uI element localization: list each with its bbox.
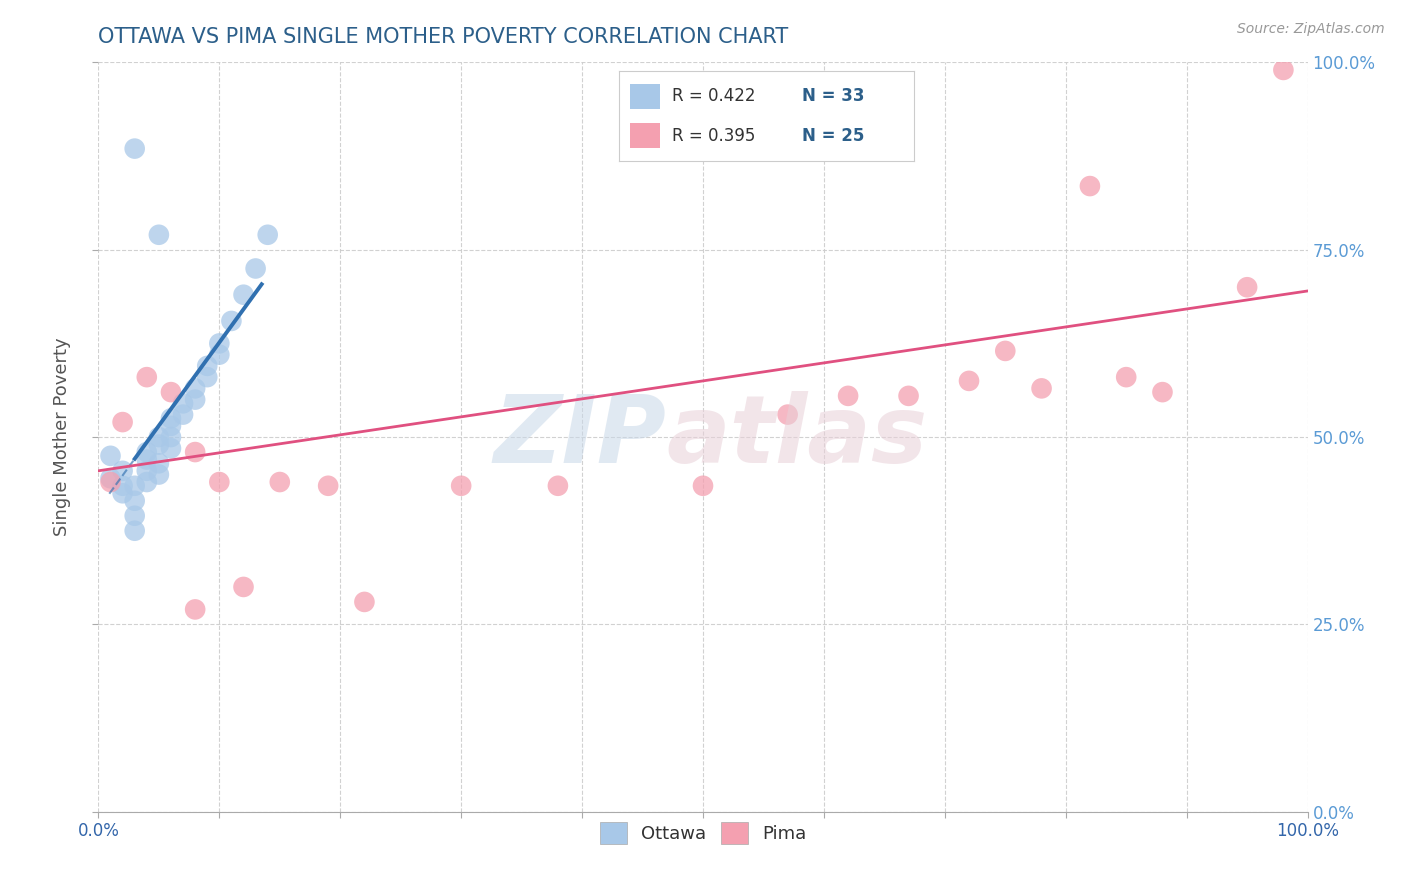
Point [111,464,134,478]
Point [184,602,207,616]
Point [172,396,194,410]
Point [837,389,859,403]
Point [135,475,157,489]
Point [316,479,339,493]
Point [957,374,980,388]
Point [160,430,183,444]
Text: Source: ZipAtlas.com: Source: ZipAtlas.com [1237,22,1385,37]
Bar [630,84,659,109]
Point [245,261,267,276]
Text: ZIP: ZIP [494,391,666,483]
Point [160,411,183,425]
Point [897,389,920,403]
Point [111,415,134,429]
Point [195,370,218,384]
Point [208,348,231,362]
Point [148,227,170,242]
Point [100,475,122,489]
Point [135,464,157,478]
Point [1078,179,1101,194]
Text: R = 0.422: R = 0.422 [672,87,755,105]
Point [148,467,170,482]
Point [111,486,134,500]
Point [1272,62,1295,77]
Point [160,442,183,456]
Point [184,381,207,395]
Point [353,595,375,609]
Point [160,418,183,433]
Point [195,359,218,373]
Legend: Ottawa, Pima: Ottawa, Pima [592,815,814,851]
Point [124,142,146,156]
Point [148,430,170,444]
Point [100,471,122,485]
Point [124,524,146,538]
Point [221,314,243,328]
Point [100,449,122,463]
Point [1031,381,1053,395]
Point [184,392,207,407]
Point [208,475,231,489]
Point [148,437,170,451]
Point [1115,370,1137,384]
Point [232,580,254,594]
Point [232,287,254,301]
Point [124,493,146,508]
Point [994,343,1017,358]
Point [208,336,231,351]
Text: N = 25: N = 25 [801,127,865,145]
Point [256,227,278,242]
Point [111,479,134,493]
Point [450,479,472,493]
Point [135,370,157,384]
Point [1236,280,1258,294]
Point [269,475,291,489]
Text: OTTAWA VS PIMA SINGLE MOTHER POVERTY CORRELATION CHART: OTTAWA VS PIMA SINGLE MOTHER POVERTY COR… [98,27,789,47]
Text: N = 33: N = 33 [801,87,865,105]
Bar [630,123,659,148]
Point [124,508,146,523]
Text: R = 0.395: R = 0.395 [672,127,755,145]
Point [160,385,183,400]
Point [776,408,799,422]
Point [1152,385,1174,400]
Point [692,479,714,493]
Point [124,479,146,493]
Point [148,456,170,470]
Text: atlas: atlas [666,391,928,483]
Point [172,408,194,422]
Point [547,479,569,493]
Point [184,445,207,459]
Point [135,445,157,459]
Point [135,452,157,467]
Y-axis label: Single Mother Poverty: Single Mother Poverty [53,338,72,536]
